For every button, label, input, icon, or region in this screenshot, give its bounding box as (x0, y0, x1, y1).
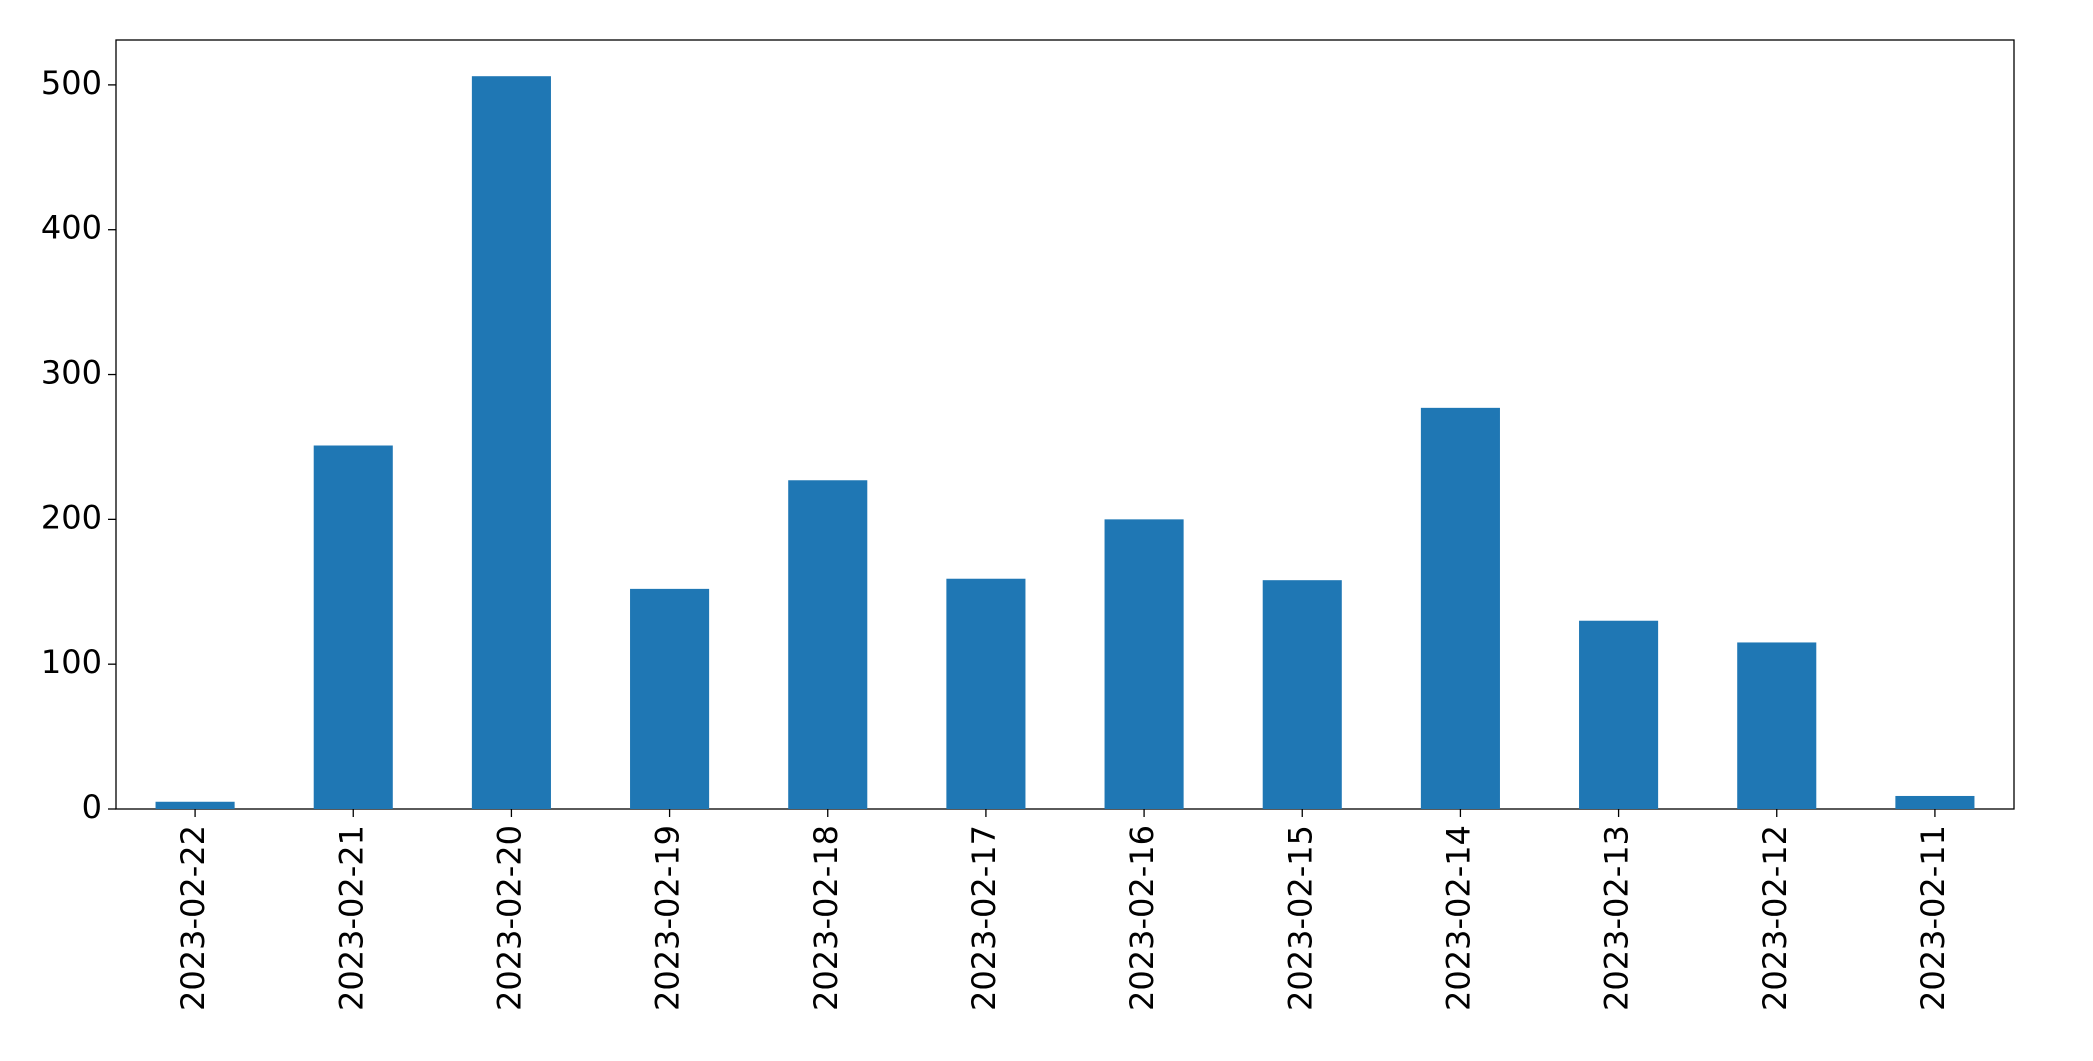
y-tick-label: 100 (41, 643, 102, 681)
x-tick-label: 2023-02-15 (1281, 825, 1319, 1011)
bar (788, 480, 868, 809)
bar (946, 578, 1026, 809)
x-tick-label: 2023-02-22 (174, 825, 212, 1011)
x-tick-label: 2023-02-18 (807, 825, 845, 1011)
bar (1420, 407, 1500, 809)
x-tick-label: 2023-02-13 (1598, 825, 1636, 1011)
bar (630, 588, 710, 809)
x-tick-label: 2023-02-11 (1914, 825, 1952, 1011)
x-tick-label: 2023-02-17 (965, 825, 1003, 1011)
x-tick-label: 2023-02-14 (1439, 825, 1477, 1011)
y-tick-label: 400 (41, 209, 102, 247)
bar (1104, 519, 1184, 809)
y-tick-label: 300 (41, 354, 102, 392)
y-tick-label: 200 (41, 498, 102, 536)
x-tick-label: 2023-02-12 (1756, 825, 1794, 1011)
bar (1262, 580, 1342, 809)
plot-frame (115, 39, 2015, 810)
x-tick-label: 2023-02-19 (649, 825, 687, 1011)
y-tick-label: 500 (41, 64, 102, 102)
bar (1895, 795, 1975, 809)
bar (471, 76, 551, 810)
bar (313, 445, 393, 809)
bar (155, 801, 235, 809)
bar (1579, 620, 1659, 809)
x-tick-label: 2023-02-20 (490, 825, 528, 1011)
bar (1737, 642, 1817, 809)
x-tick-label: 2023-02-16 (1123, 825, 1161, 1011)
y-tick-label: 0 (82, 788, 102, 826)
x-tick-label: 2023-02-21 (332, 825, 370, 1011)
